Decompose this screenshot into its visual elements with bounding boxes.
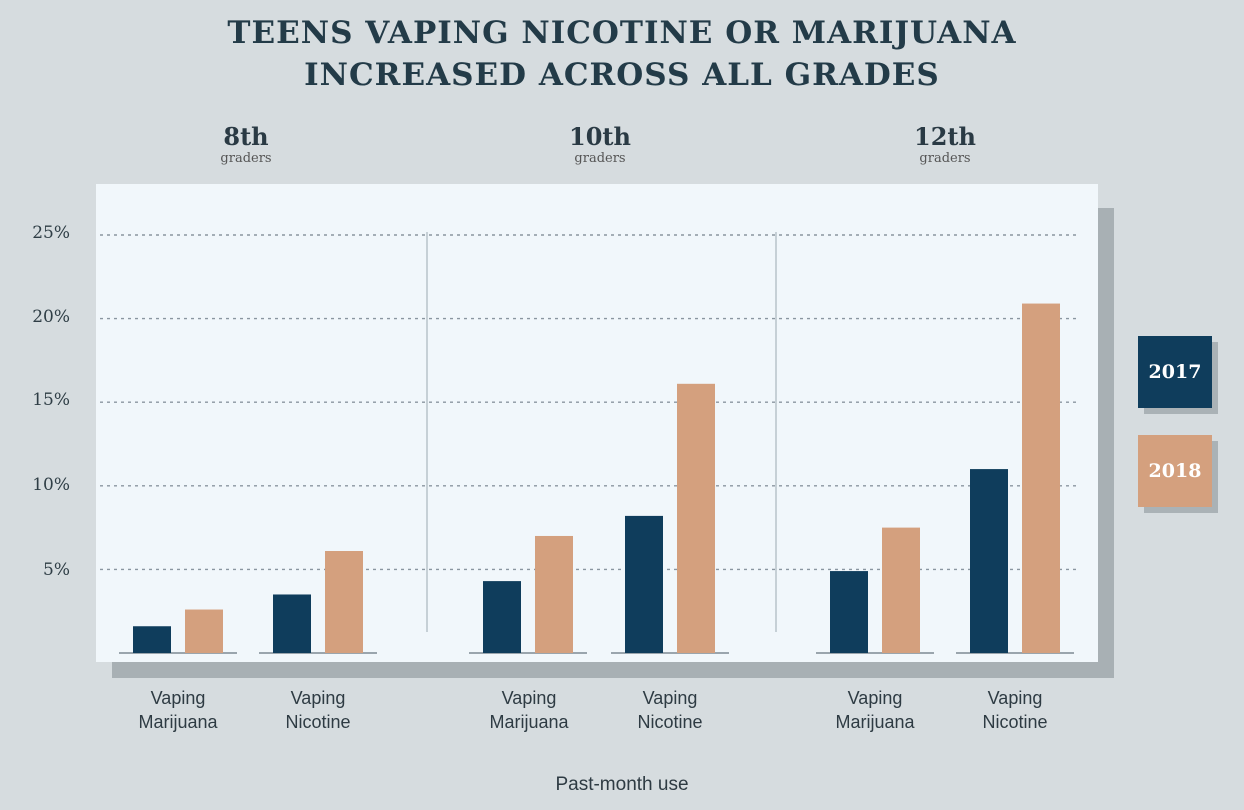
bar-2018 xyxy=(325,551,363,653)
grade-label: 12th xyxy=(914,122,976,151)
x-category-label: Vaping Nicotine xyxy=(600,686,740,734)
chart-title-line-2: INCREASED ACROSS ALL GRADES xyxy=(304,57,940,93)
x-category-line: Nicotine xyxy=(637,712,703,732)
x-category-line: Vaping xyxy=(150,688,206,708)
panel-heading-12th: 12th graders xyxy=(855,123,1035,167)
x-axis-label: Past-month use xyxy=(555,774,689,795)
bar-2018 xyxy=(185,609,223,653)
bar-2017 xyxy=(970,469,1008,653)
bar-2018 xyxy=(882,527,920,653)
chart-title-line-1: TEENS VAPING NICOTINE OR MARIJUANA xyxy=(227,15,1017,51)
y-tick-label: 5% xyxy=(43,560,70,580)
panel-heading-8th: 8th graders xyxy=(156,123,336,167)
bar-2018 xyxy=(677,383,715,653)
bar-2017 xyxy=(625,515,663,653)
y-tick-label: 15% xyxy=(32,390,70,410)
legend-item-2018: 2018 xyxy=(1138,435,1212,507)
bar-2017 xyxy=(830,571,868,653)
bar-2018 xyxy=(535,535,573,653)
grade-sublabel: graders xyxy=(919,151,971,166)
bar-2017 xyxy=(273,594,311,653)
bar-2017 xyxy=(133,626,171,653)
x-category-label: Vaping Marijuana xyxy=(805,686,945,734)
x-category-line: Marijuana xyxy=(835,712,915,732)
x-category-label: Vaping Nicotine xyxy=(248,686,388,734)
y-tick-label: 20% xyxy=(32,307,70,327)
x-category-line: Marijuana xyxy=(489,712,569,732)
legend-item-2017: 2017 xyxy=(1138,336,1212,408)
x-category-line: Vaping xyxy=(501,688,557,708)
x-category-label: Vaping Marijuana xyxy=(108,686,248,734)
x-category-line: Marijuana xyxy=(138,712,218,732)
x-category-line: Vaping xyxy=(290,688,346,708)
panel-heading-10th: 10th graders xyxy=(510,123,690,167)
grade-label: 8th xyxy=(223,122,269,151)
legend-label: 2017 xyxy=(1148,361,1202,383)
bar-2018 xyxy=(1022,303,1060,653)
x-category-line: Nicotine xyxy=(982,712,1048,732)
legend-label: 2018 xyxy=(1148,460,1202,482)
y-tick-label: 10% xyxy=(32,475,70,495)
x-category-label: Vaping Marijuana xyxy=(459,686,599,734)
x-category-line: Vaping xyxy=(847,688,903,708)
plot-panel xyxy=(96,184,1098,662)
x-category-line: Nicotine xyxy=(285,712,351,732)
grade-sublabel: graders xyxy=(574,151,626,166)
x-category-label: Vaping Nicotine xyxy=(945,686,1085,734)
y-tick-label: 25% xyxy=(32,223,70,243)
bar-2017 xyxy=(483,581,521,653)
x-category-line: Vaping xyxy=(987,688,1043,708)
x-category-line: Vaping xyxy=(642,688,698,708)
grade-sublabel: graders xyxy=(220,151,272,166)
grade-label: 10th xyxy=(569,122,631,151)
